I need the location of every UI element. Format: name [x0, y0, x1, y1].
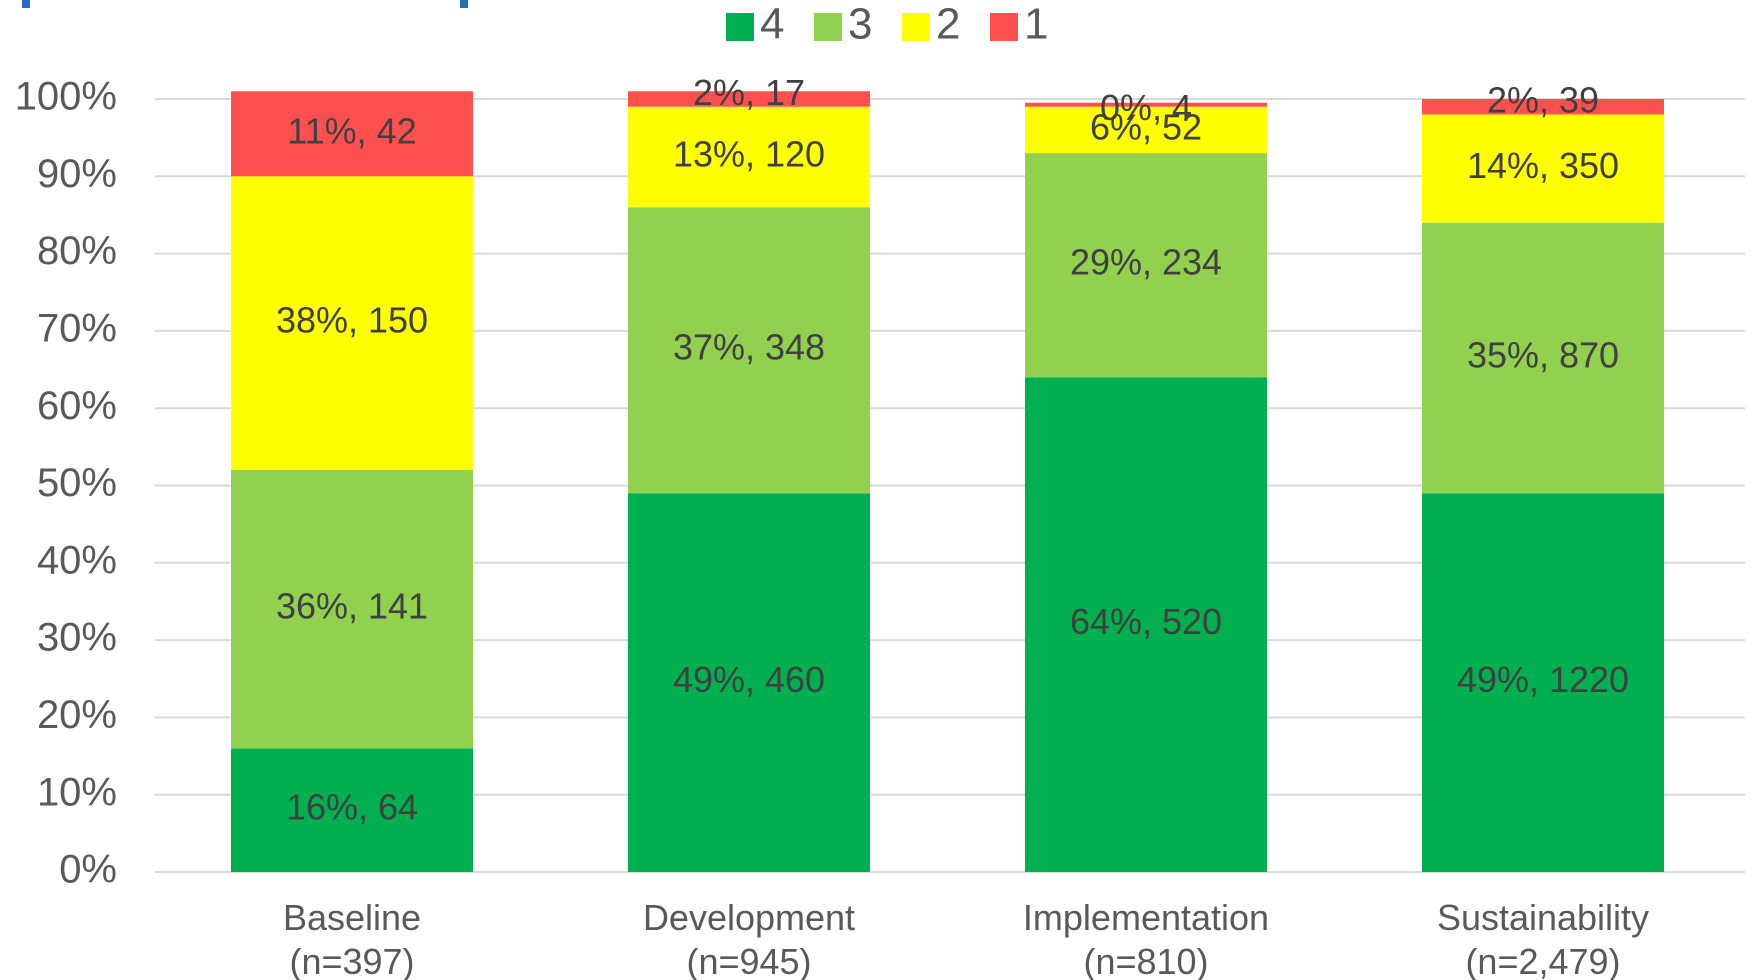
bar-segment [628, 493, 870, 872]
bar-segment [1025, 377, 1267, 872]
legend-item: 1 [990, 0, 1048, 49]
x-tick-label: Baseline [283, 897, 421, 938]
y-tick-label: 50% [37, 461, 117, 505]
x-tick-label: Sustainability [1437, 897, 1649, 938]
y-tick-label: 20% [37, 693, 117, 737]
data-label: 13%, 120 [673, 133, 825, 174]
x-axis-labels: Baseline(n=397) Development(n=945) Impleme… [283, 897, 1649, 980]
legend-item: 2 [902, 0, 960, 49]
data-label: 37%, 348 [673, 327, 825, 368]
x-tick-label: (n=945) [686, 941, 811, 980]
legend-swatch [902, 13, 930, 41]
bar-segment [1025, 153, 1267, 378]
data-label: 2%, 17 [693, 72, 805, 113]
legend-label: 3 [848, 0, 872, 49]
bar-segment [1422, 493, 1664, 872]
bar-segment [1025, 106, 1267, 154]
data-label: 35%, 870 [1467, 334, 1619, 375]
corner-mark-left [22, 0, 30, 8]
data-label: 38%, 150 [276, 300, 428, 341]
legend-label: 4 [760, 0, 784, 49]
legend: 4 3 2 1 [726, 0, 1048, 49]
bar-segment [231, 748, 473, 872]
bar-segment [628, 207, 870, 494]
x-tick-label: Development [643, 897, 855, 938]
y-tick-label: 60% [37, 384, 117, 428]
bars [231, 91, 1664, 872]
legend-label: 1 [1024, 0, 1048, 49]
data-label: 6%, 52 [1090, 106, 1202, 147]
x-tick-label: (n=2,479) [1465, 941, 1620, 980]
data-label: 29%, 234 [1070, 242, 1222, 283]
data-label: 49%, 1220 [1457, 659, 1629, 700]
y-axis-ticks: 0% 10% 20% 30% 40% 50% 60% 70% 80% 90% 100% [15, 75, 117, 892]
x-tick-label: (n=810) [1083, 941, 1208, 980]
corner-mark-right [460, 0, 468, 8]
data-label: 11%, 42 [287, 110, 416, 151]
bar-segment [1422, 114, 1664, 223]
data-label: 36%, 141 [276, 586, 428, 627]
legend-item: 3 [814, 0, 872, 49]
bar-segment [231, 176, 473, 471]
data-label: 49%, 460 [673, 659, 825, 700]
bar-segment [1025, 102, 1267, 107]
legend-swatch [726, 13, 754, 41]
y-tick-label: 30% [37, 616, 117, 660]
bar-segment [231, 470, 473, 749]
data-label: 64%, 520 [1070, 601, 1222, 642]
bar-segment [1422, 99, 1664, 115]
data-label: 0%, 4 [1100, 87, 1192, 128]
data-labels: 16%, 64 49%, 460 64%, 520 49%, 1220 36%, 141… [276, 72, 1629, 828]
y-tick-label: 90% [37, 152, 117, 196]
legend-swatch [814, 13, 842, 41]
y-tick-label: 100% [15, 75, 117, 119]
legend-swatch [990, 13, 1018, 41]
bar-segment [628, 106, 870, 208]
y-tick-label: 80% [37, 229, 117, 273]
x-tick-label: (n=397) [289, 941, 414, 980]
data-label: 14%, 350 [1467, 145, 1619, 186]
bar-segment [628, 91, 870, 107]
data-label: 16%, 64 [286, 787, 418, 828]
bar-segment [231, 91, 473, 177]
y-tick-label: 70% [37, 306, 117, 350]
x-tick-label: Implementation [1023, 897, 1269, 938]
legend-label: 2 [936, 0, 960, 49]
bar-segment [1422, 222, 1664, 494]
y-tick-label: 10% [37, 770, 117, 814]
legend-item: 4 [726, 0, 784, 49]
y-tick-label: 40% [37, 538, 117, 582]
y-tick-label: 0% [59, 848, 117, 892]
data-label: 2%, 39 [1487, 80, 1599, 121]
